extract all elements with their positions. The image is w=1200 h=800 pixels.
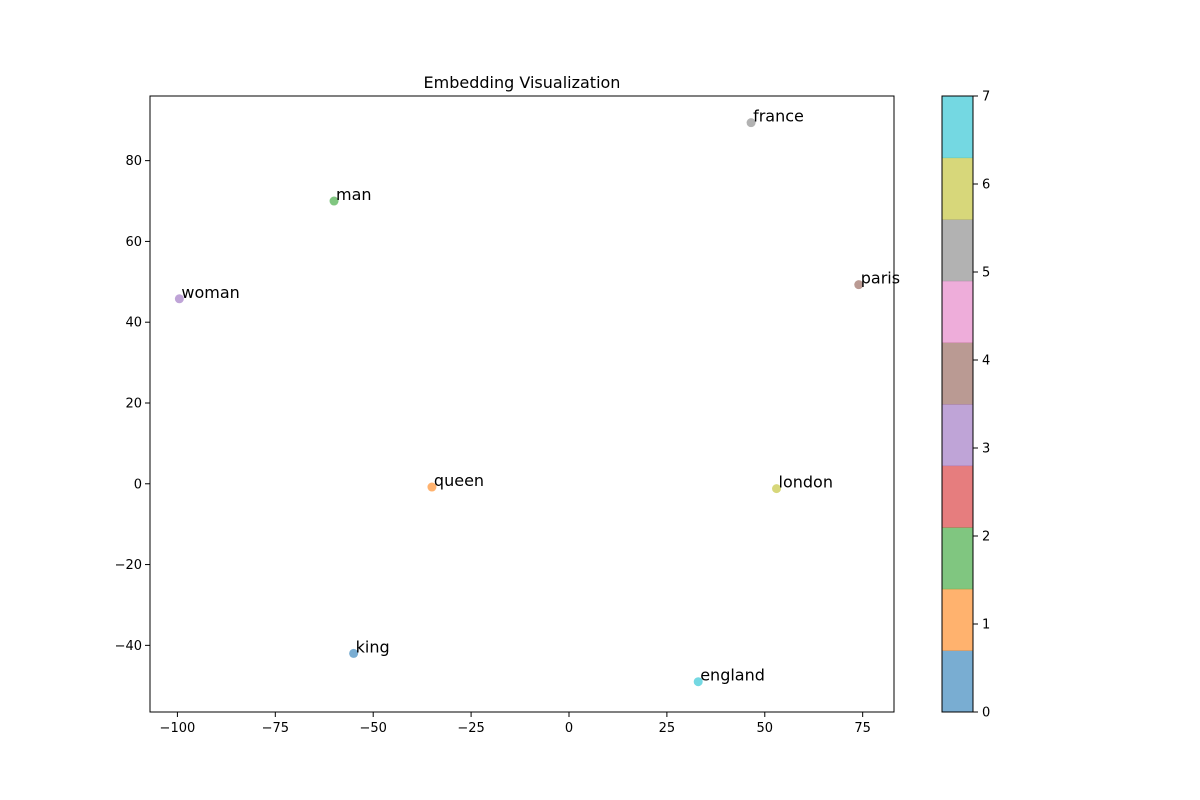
point-label: man bbox=[336, 185, 372, 204]
colorbar-segment bbox=[942, 280, 973, 343]
point-label: paris bbox=[861, 269, 900, 288]
colorbar-segment bbox=[942, 96, 973, 159]
point-label: queen bbox=[434, 471, 484, 490]
point-label: london bbox=[779, 473, 833, 492]
scatter-point bbox=[746, 118, 756, 128]
y-tick-label: 60 bbox=[125, 235, 142, 250]
x-tick-label: 50 bbox=[757, 721, 774, 736]
scatter-point bbox=[349, 648, 359, 658]
y-tick-label: −40 bbox=[115, 639, 142, 654]
colorbar-tick-label: 7 bbox=[982, 90, 990, 105]
colorbar-segment bbox=[942, 157, 973, 220]
colorbar-segment bbox=[942, 588, 973, 651]
scatter-point bbox=[329, 196, 339, 206]
x-tick-label: −25 bbox=[457, 721, 484, 736]
scatter-point bbox=[854, 280, 864, 290]
colorbar-tick-label: 5 bbox=[982, 266, 990, 281]
colorbar-segment bbox=[942, 342, 973, 405]
scatter-point bbox=[174, 294, 184, 304]
x-tick-label: 75 bbox=[854, 721, 871, 736]
point-label: france bbox=[753, 107, 804, 126]
scatter-point bbox=[772, 484, 782, 494]
colorbar-tick-label: 1 bbox=[982, 618, 990, 633]
colorbar-segment bbox=[942, 650, 973, 713]
colorbar-tick-label: 4 bbox=[982, 354, 990, 369]
x-tick-label: 25 bbox=[659, 721, 676, 736]
scatter-point bbox=[693, 677, 703, 687]
y-tick-label: 20 bbox=[125, 396, 142, 411]
colorbar-frame bbox=[941, 95, 974, 713]
x-tick-label: −50 bbox=[359, 721, 386, 736]
colorbar-tick-label: 3 bbox=[982, 442, 990, 457]
plot-area: −100 −75 −50 −25 0 25 50 75 −40 −20 0 20 40 60 80 king q… bbox=[115, 95, 900, 736]
point-label: england bbox=[700, 666, 765, 685]
y-tick-label: 0 bbox=[134, 477, 142, 492]
y-tick-label: 80 bbox=[125, 154, 142, 169]
y-tick-label: 40 bbox=[125, 316, 142, 331]
colorbar-tick-label: 0 bbox=[982, 706, 990, 721]
colorbar-segment bbox=[942, 219, 973, 282]
point-label: king bbox=[356, 637, 390, 656]
colorbar-segment bbox=[942, 527, 973, 590]
colorbar: 0 1 2 3 4 5 6 7 bbox=[941, 90, 990, 721]
colorbar-tick-label: 2 bbox=[982, 530, 990, 545]
colorbar-tick-label: 6 bbox=[982, 178, 990, 193]
scatter-point bbox=[427, 482, 437, 492]
x-tick-label: −100 bbox=[160, 721, 196, 736]
colorbar-segment bbox=[942, 465, 973, 528]
colorbar-segment bbox=[942, 404, 973, 467]
x-tick-label: −75 bbox=[262, 721, 289, 736]
chart-title: Embedding Visualization bbox=[424, 73, 621, 92]
x-tick-label: 0 bbox=[565, 721, 573, 736]
y-tick-label: −20 bbox=[115, 558, 142, 573]
point-label: woman bbox=[181, 283, 239, 302]
plot-frame bbox=[149, 95, 895, 713]
